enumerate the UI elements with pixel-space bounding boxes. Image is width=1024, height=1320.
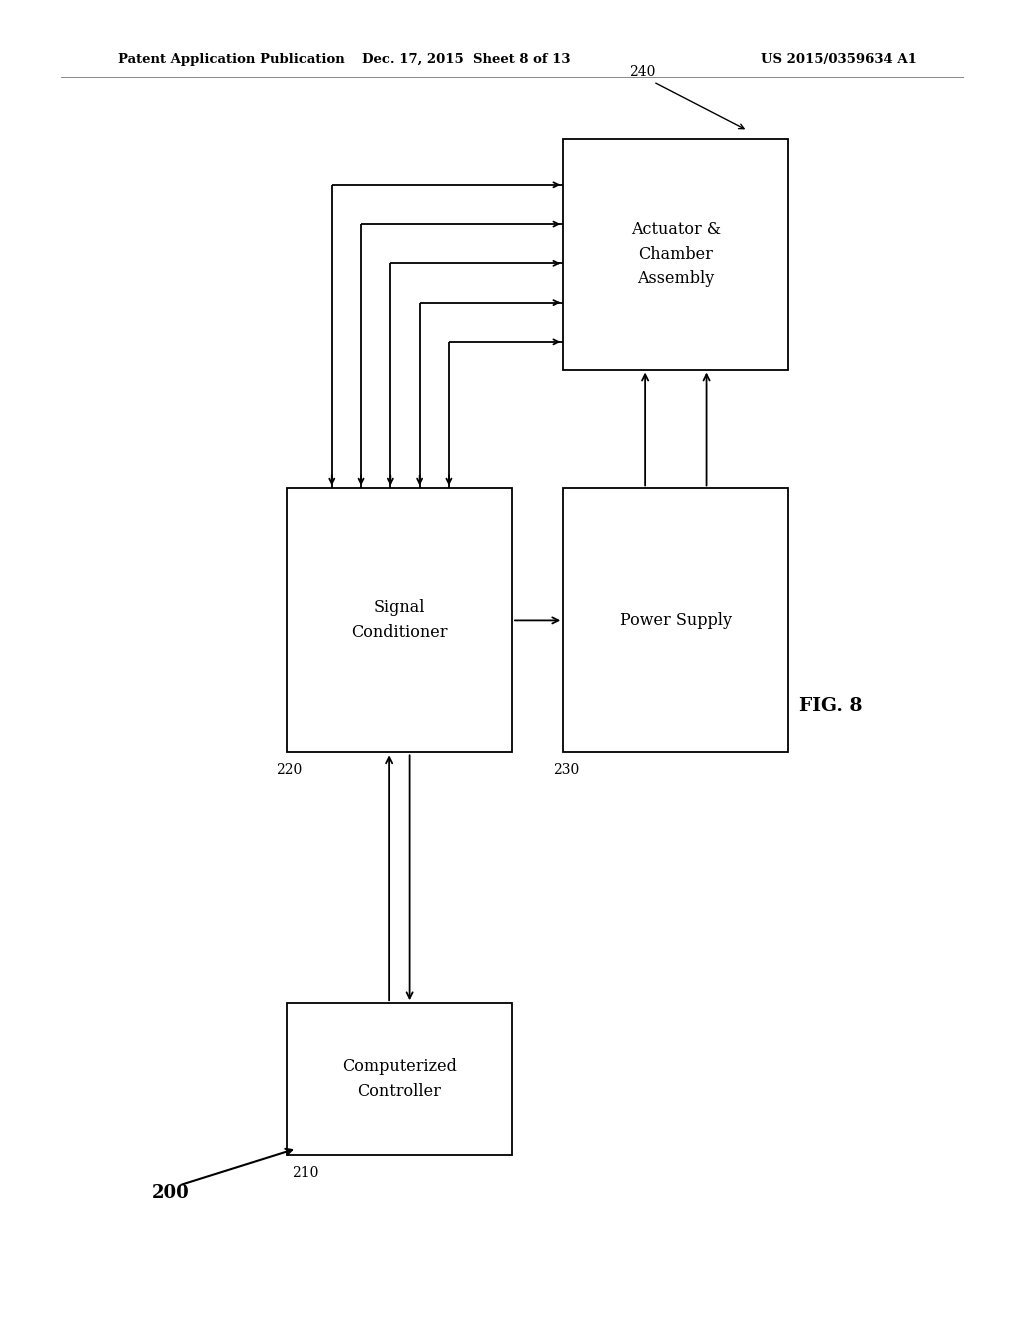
Text: 210: 210 [292, 1166, 318, 1180]
Text: Signal
Conditioner: Signal Conditioner [351, 599, 447, 642]
Text: US 2015/0359634 A1: US 2015/0359634 A1 [761, 53, 916, 66]
Text: Dec. 17, 2015  Sheet 8 of 13: Dec. 17, 2015 Sheet 8 of 13 [361, 53, 570, 66]
Text: FIG. 8: FIG. 8 [799, 697, 862, 715]
Text: 220: 220 [276, 763, 303, 777]
Text: 240: 240 [629, 65, 655, 79]
FancyBboxPatch shape [563, 488, 788, 752]
Text: Actuator &
Chamber
Assembly: Actuator & Chamber Assembly [631, 220, 721, 288]
Text: 200: 200 [152, 1184, 189, 1203]
Text: Computerized
Controller: Computerized Controller [342, 1059, 457, 1100]
FancyBboxPatch shape [563, 139, 788, 370]
Text: Power Supply: Power Supply [620, 612, 732, 628]
Text: Patent Application Publication: Patent Application Publication [118, 53, 344, 66]
FancyBboxPatch shape [287, 488, 512, 752]
FancyBboxPatch shape [287, 1003, 512, 1155]
Text: 230: 230 [553, 763, 580, 777]
